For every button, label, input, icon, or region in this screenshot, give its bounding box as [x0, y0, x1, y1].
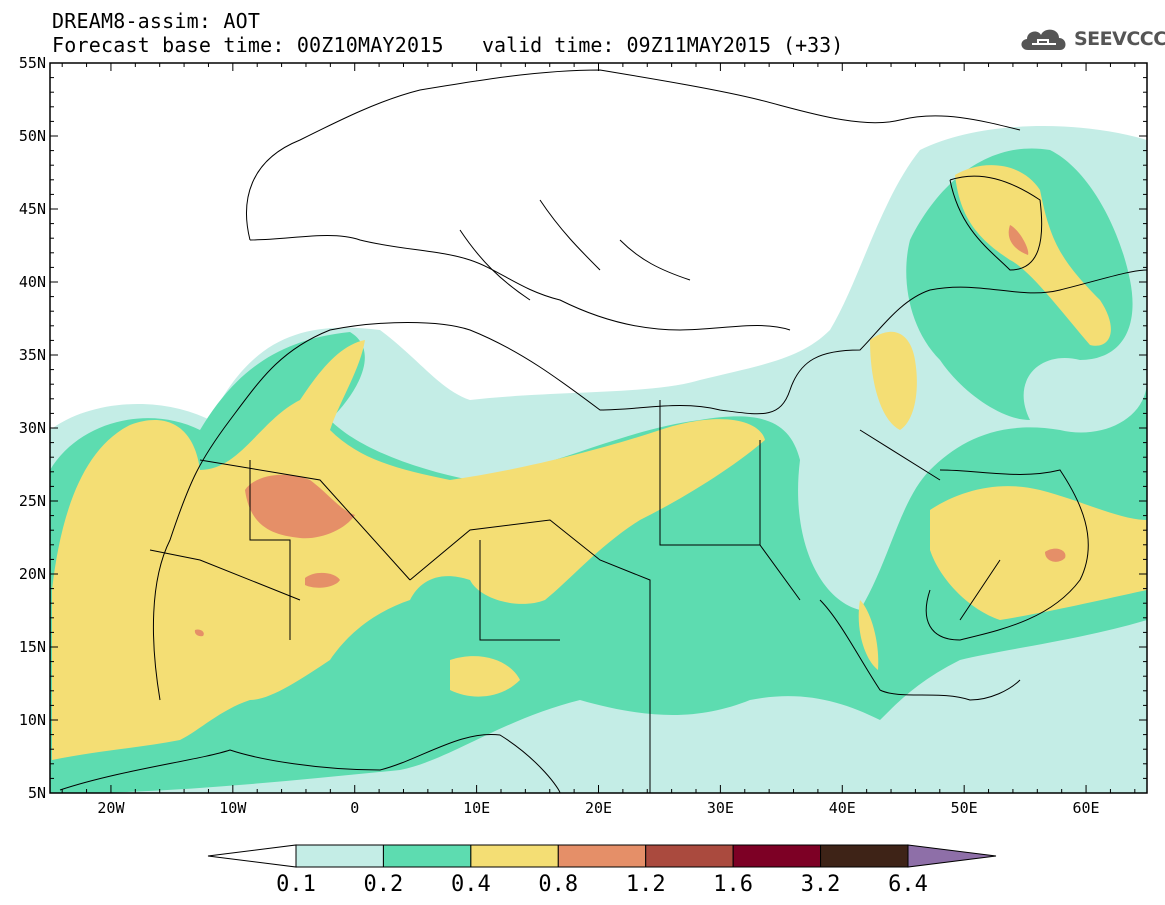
- colorbar-label: 3.2: [800, 872, 841, 897]
- colorbar-segment: [295, 844, 384, 868]
- colorbar-segment: [382, 844, 472, 868]
- lon-tick-label: 50E: [951, 799, 978, 817]
- colorbar-segment: [820, 844, 909, 868]
- colorbar-segment: [557, 844, 647, 868]
- aot-field: [50, 126, 1147, 793]
- colorbar-label: 0.4: [450, 872, 491, 897]
- lat-tick-label: 25N: [19, 492, 46, 510]
- chart-title: DREAM8-assim: AOT: [52, 9, 261, 33]
- longitude-ticks: 20W 10W 0 10E 20E 30E 40E 50E 60E: [61, 63, 1136, 817]
- lon-tick-label: 0: [350, 799, 359, 817]
- colorbar-segment: [207, 844, 297, 868]
- lon-tick-label: 30E: [707, 799, 734, 817]
- lon-tick-label: 40E: [829, 799, 856, 817]
- colorbar: [207, 844, 997, 868]
- logo: SEEVCCC: [1018, 24, 1165, 54]
- colorbar-segment: [732, 844, 822, 868]
- coastlines: [59, 69, 1147, 793]
- valid-time: valid time: 09Z11MAY2015 (+33): [482, 33, 844, 57]
- lat-tick-label: 5N: [28, 784, 46, 802]
- colorbar-label: 0.2: [363, 872, 404, 897]
- lat-tick-label: 10N: [19, 711, 46, 729]
- colorbar-segment: [645, 844, 734, 868]
- latitude-ticks: 5N 10N 15N 20N 25N 30N 35N 40N 45N 50N 55N: [19, 54, 1147, 802]
- lat-tick-label: 20N: [19, 565, 46, 583]
- lat-tick-label: 45N: [19, 200, 46, 218]
- colorbar-segment: [907, 844, 997, 868]
- colorbar-segment: [470, 844, 559, 868]
- lat-tick-label: 35N: [19, 346, 46, 364]
- lat-tick-label: 40N: [19, 273, 46, 291]
- lon-tick-label: 20E: [585, 799, 612, 817]
- lon-tick-label: 10E: [463, 799, 490, 817]
- lat-tick-label: 30N: [19, 419, 46, 437]
- lon-tick-label: 20W: [97, 799, 125, 817]
- cloud-icon: [1021, 29, 1066, 50]
- colorbar-label: 1.6: [713, 872, 754, 897]
- colorbar-label: 0.8: [538, 872, 579, 897]
- lon-tick-label: 60E: [1073, 799, 1100, 817]
- colorbar-label: 0.1: [276, 872, 316, 897]
- lat-tick-label: 15N: [19, 638, 46, 656]
- colorbar-label: 1.2: [625, 872, 666, 897]
- lon-tick-label: 10W: [219, 799, 247, 817]
- lat-tick-label: 50N: [19, 127, 46, 145]
- lat-tick-label: 55N: [19, 54, 46, 72]
- logo-text: SEEVCCC: [1074, 28, 1165, 50]
- colorbar-label: 6.4: [888, 872, 928, 897]
- forecast-base-time: Forecast base time: 00Z10MAY2015: [52, 33, 444, 57]
